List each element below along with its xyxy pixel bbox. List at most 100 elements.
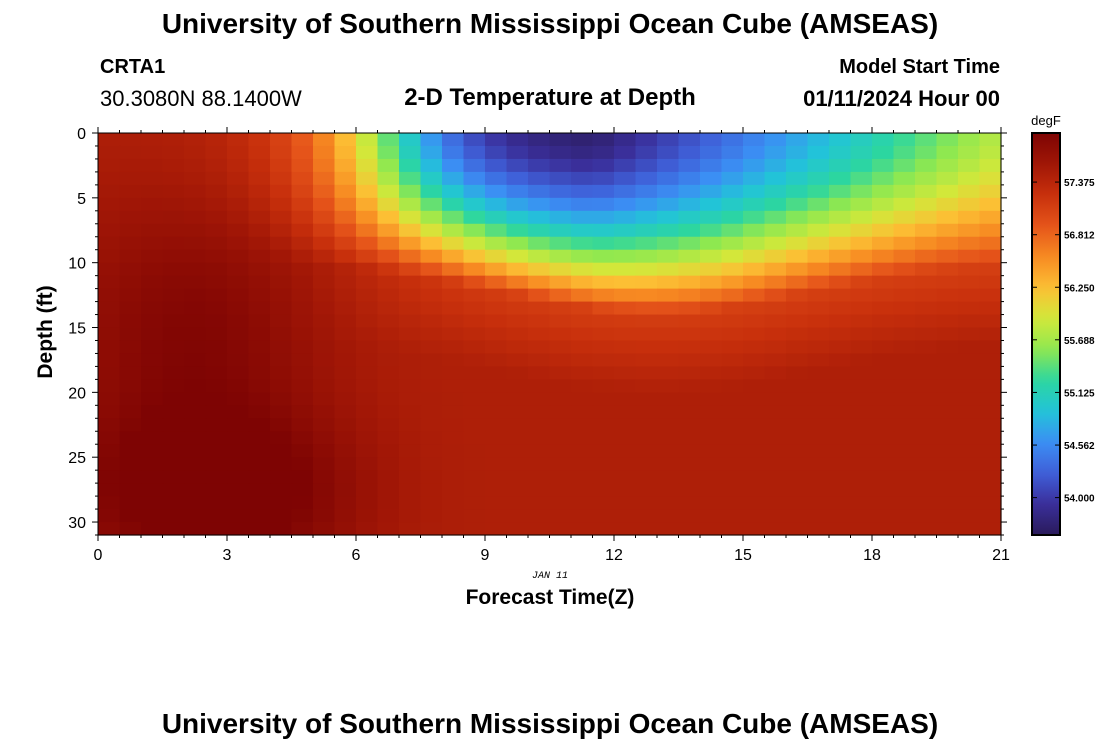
heatmap-cell xyxy=(141,431,164,445)
heatmap-cell xyxy=(442,496,465,510)
heatmap-cell xyxy=(506,171,529,186)
heatmap-cell xyxy=(657,340,680,355)
heatmap-cell xyxy=(463,483,486,497)
heatmap-cell xyxy=(786,509,809,523)
heatmap-cell xyxy=(721,379,744,393)
heatmap-cell xyxy=(528,509,551,523)
heatmap-cell xyxy=(786,496,809,510)
heatmap-cell xyxy=(227,301,250,316)
heatmap-cell xyxy=(528,236,551,251)
station-id: CRTA1 xyxy=(100,56,166,78)
heatmap-cell xyxy=(270,509,293,523)
heatmap-cell xyxy=(592,133,615,147)
heatmap-cell xyxy=(721,171,744,186)
heatmap-cell xyxy=(442,457,465,471)
heatmap-cell xyxy=(506,405,529,419)
heatmap-cell xyxy=(958,418,981,432)
heatmap-cell xyxy=(979,392,1002,406)
heatmap-cell xyxy=(549,171,572,186)
heatmap-cell xyxy=(958,158,981,173)
heatmap-cell xyxy=(807,210,830,225)
heatmap-cell xyxy=(528,340,551,355)
heatmap-cell xyxy=(184,184,207,199)
heatmap-cell xyxy=(958,392,981,406)
heatmap-cell xyxy=(248,483,271,497)
heatmap-cell xyxy=(399,353,422,368)
heatmap-cell xyxy=(592,288,615,303)
heatmap-cell xyxy=(119,184,142,199)
heatmap-cell xyxy=(227,353,250,368)
heatmap-cell xyxy=(313,379,336,393)
heatmap-cell xyxy=(764,197,787,212)
heatmap-cell xyxy=(205,392,228,406)
heatmap-cell xyxy=(119,353,142,368)
colorbar: degF 57.375 56.812 56.250 55.688 55.125 54.56… xyxy=(1031,113,1095,536)
heatmap-cell xyxy=(248,133,271,147)
heatmap-cell xyxy=(463,509,486,523)
heatmap-cell xyxy=(162,184,185,199)
x-tick-label: 3 xyxy=(223,547,232,564)
heatmap-cell xyxy=(635,457,658,471)
heatmap-cell xyxy=(872,379,895,393)
heatmap-cell xyxy=(313,171,336,186)
heatmap-cell xyxy=(227,197,250,212)
heatmap-cell xyxy=(442,340,465,355)
heatmap-cell xyxy=(592,301,615,316)
heatmap-cell xyxy=(571,483,594,497)
heatmap-cell xyxy=(399,483,422,497)
heatmap-cell xyxy=(829,483,852,497)
heatmap-cell xyxy=(119,288,142,303)
heatmap-cell xyxy=(829,133,852,147)
x-tick-label: 12 xyxy=(605,547,623,564)
heatmap-cell xyxy=(119,314,142,329)
heatmap-cell xyxy=(958,223,981,238)
heatmap-cell xyxy=(227,314,250,329)
heatmap-cell xyxy=(678,184,701,199)
heatmap-cell xyxy=(721,236,744,251)
heatmap-cell xyxy=(764,184,787,199)
heatmap-cell xyxy=(936,301,959,316)
heatmap-cell xyxy=(807,418,830,432)
heatmap-cell xyxy=(442,327,465,342)
heatmap-cell xyxy=(678,353,701,368)
heatmap-cell xyxy=(958,379,981,393)
heatmap-cell xyxy=(721,145,744,160)
heatmap-cell xyxy=(98,431,121,445)
heatmap-cell xyxy=(506,249,529,264)
heatmap-cell xyxy=(399,171,422,186)
heatmap-cell xyxy=(506,262,529,277)
heatmap-cell xyxy=(528,444,551,458)
heatmap-cell xyxy=(786,457,809,471)
heatmap-cell xyxy=(979,158,1002,173)
heatmap-cell xyxy=(786,405,809,419)
heatmap-cell xyxy=(463,197,486,212)
heatmap-cell xyxy=(313,327,336,342)
heatmap-cell xyxy=(141,171,164,186)
heatmap-cell xyxy=(162,418,185,432)
heatmap-cell xyxy=(98,483,121,497)
heatmap-cell xyxy=(571,431,594,445)
heatmap-cell xyxy=(958,483,981,497)
heatmap-cell xyxy=(291,275,314,290)
heatmap-cell xyxy=(893,288,916,303)
heatmap-cell xyxy=(442,249,465,264)
heatmap-cell xyxy=(442,184,465,199)
heatmap-cell xyxy=(721,444,744,458)
heatmap-cell xyxy=(614,483,637,497)
heatmap-cell xyxy=(979,314,1002,329)
heatmap-cell xyxy=(850,353,873,368)
heatmap-cell xyxy=(377,275,400,290)
heatmap-cell xyxy=(162,275,185,290)
colorbar-tick-label: 56.812 xyxy=(1064,231,1095,242)
heatmap-cell xyxy=(807,366,830,380)
heatmap-cell xyxy=(162,327,185,342)
heatmap-cell xyxy=(915,522,938,536)
heatmap-cell xyxy=(635,470,658,484)
heatmap-cell xyxy=(657,223,680,238)
heatmap-cell xyxy=(678,288,701,303)
heatmap-cell xyxy=(743,340,766,355)
heatmap-cell xyxy=(721,457,744,471)
heatmap-cell xyxy=(915,236,938,251)
heatmap-cell xyxy=(377,483,400,497)
heatmap-cell xyxy=(141,288,164,303)
